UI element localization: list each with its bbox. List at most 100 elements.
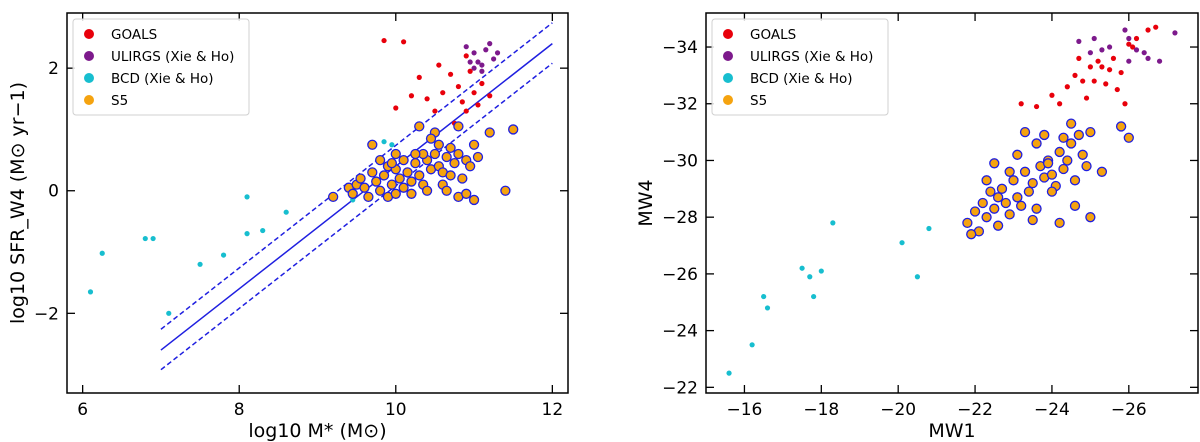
right-legend-marker-goals — [723, 29, 733, 39]
right-point-ulirgs-xie-ho — [1126, 58, 1132, 64]
left-point-s5 — [386, 158, 398, 169]
left-point-bcd-xie-ho — [197, 261, 203, 267]
left-point-ulirgs-xie-ho — [483, 47, 489, 53]
right-point-s5 — [1123, 132, 1134, 143]
left-point-s5 — [457, 173, 468, 184]
left-point-s5 — [433, 139, 444, 150]
right-point-goals — [1095, 58, 1101, 64]
right-point-s5 — [1000, 197, 1011, 209]
right-point-s5 — [981, 175, 992, 186]
left-point-s5 — [484, 127, 495, 138]
right-point-s5 — [1046, 186, 1058, 197]
left-point-s5 — [406, 176, 417, 187]
left-legend-marker-goals — [84, 29, 94, 39]
right-point-goals — [1130, 44, 1136, 50]
left-point-s5 — [464, 161, 476, 172]
left-point-ulirgs-xie-ho — [471, 50, 477, 56]
right-point-goals — [1083, 95, 1090, 101]
left-point-s5 — [390, 188, 401, 199]
left-legend: GOALS ULIRGS (Xie & Ho) BCD (Xie & Ho) S5 — [72, 18, 250, 116]
left-y-tick-label: −2 — [34, 304, 59, 324]
left-point-bcd-xie-ho — [150, 235, 156, 242]
right-point-s5 — [1069, 200, 1081, 211]
left-point-ulirgs-xie-ho — [491, 56, 497, 62]
right-point-goals — [1110, 55, 1117, 61]
right-point-s5 — [977, 197, 988, 209]
right-point-bcd-xie-ho — [807, 274, 813, 280]
left-point-s5 — [453, 121, 464, 132]
right-legend-label-bcd-xie-ho: BCD (Xie & Ho) — [750, 71, 853, 87]
left-point-goals — [393, 105, 399, 111]
left-point-ulirgs-xie-ho — [467, 59, 473, 65]
left-point-s5 — [414, 170, 425, 181]
right-point-s5 — [966, 229, 977, 240]
right-point-s5 — [1085, 126, 1096, 138]
left-point-s5 — [367, 139, 378, 150]
left-x-tick-label: 8 — [234, 400, 245, 420]
left-point-s5 — [390, 148, 401, 160]
right-x-tick-label: −22 — [957, 400, 993, 420]
left-point-ulirgs-xie-ho — [475, 59, 481, 65]
right-y-tick-label: −26 — [662, 265, 698, 285]
left-point-goals — [459, 99, 465, 105]
left-point-goals — [467, 68, 473, 74]
left-point-ulirgs-xie-ho — [471, 65, 477, 71]
right-point-goals — [1091, 78, 1097, 84]
right-legend-box — [711, 18, 889, 116]
left-point-s5 — [441, 151, 452, 163]
left-x-tick-label: 12 — [542, 400, 564, 420]
right-point-s5 — [1023, 186, 1035, 197]
right-point-ulirgs-xie-ho — [1133, 47, 1140, 53]
right-point-s5 — [1019, 126, 1031, 138]
right-point-s5 — [1012, 149, 1023, 160]
left-point-s5 — [500, 185, 511, 196]
right-point-goals — [1049, 92, 1055, 98]
right-point-s5 — [1058, 163, 1069, 175]
left-point-bcd-xie-ho — [260, 227, 266, 234]
left-point-s5 — [441, 185, 452, 196]
right-point-s5 — [1069, 175, 1081, 186]
right-point-s5 — [1027, 214, 1038, 226]
right-point-goals — [1106, 67, 1113, 73]
right-point-s5 — [1062, 155, 1073, 166]
right-point-bcd-xie-ho — [799, 265, 805, 271]
left-point-goals — [408, 93, 415, 99]
right-legend-marker-ulirgs-xie-ho — [723, 51, 733, 61]
right-point-s5 — [1054, 217, 1065, 229]
left-point-s5 — [421, 185, 433, 196]
right-point-s5 — [992, 220, 1004, 231]
right-point-s5 — [989, 203, 1000, 214]
right-point-ulirgs-xie-ho — [1145, 55, 1151, 61]
right-point-s5 — [1073, 129, 1084, 141]
left-point-bcd-xie-ho — [220, 252, 227, 258]
left-point-s5 — [398, 182, 409, 193]
left-point-goals — [436, 62, 442, 68]
left-point-goals — [401, 39, 407, 45]
left-point-bcd-xie-ho — [99, 250, 105, 256]
left-point-s5 — [445, 170, 456, 181]
right-point-s5 — [962, 217, 973, 229]
right-legend-label-ulirgs-xie-ho: ULIRGS (Xie & Ho) — [750, 49, 873, 65]
right-point-bcd-xie-ho — [926, 225, 932, 232]
right-point-s5 — [1019, 166, 1031, 177]
left-point-s5 — [328, 191, 339, 203]
right-point-ulirgs-xie-ho — [1156, 58, 1163, 64]
left-point-bcd-xie-ho — [389, 142, 395, 148]
right-point-s5 — [1066, 118, 1077, 129]
right-point-s5 — [969, 206, 981, 217]
right-point-goals — [1122, 101, 1128, 107]
left-point-goals — [432, 108, 438, 114]
left-point-bcd-xie-ho — [244, 231, 250, 237]
right-point-s5 — [996, 183, 1008, 194]
right-plot-area — [726, 24, 1178, 376]
right-point-s5 — [1046, 169, 1058, 180]
right-x-axis-label: MW1 — [928, 420, 975, 442]
left-point-goals — [381, 37, 387, 44]
left-point-bcd-xie-ho — [87, 289, 94, 295]
left-point-s5 — [414, 121, 425, 132]
right-legend-marker-s5 — [723, 95, 733, 105]
right-y-tick-label: −22 — [662, 378, 698, 398]
right-point-goals — [1064, 84, 1070, 90]
right-point-goals — [1072, 72, 1078, 78]
